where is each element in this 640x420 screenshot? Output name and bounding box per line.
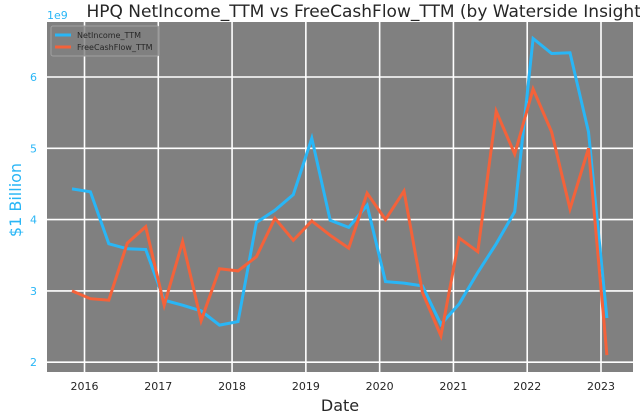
y-axis-ticks: 2 3 4 5 6 [30, 71, 37, 369]
y-tick-label: 2 [30, 356, 37, 369]
x-axis-ticks: 2016 2017 2018 2019 2020 2021 2022 2023 [71, 380, 616, 393]
x-tick-label: 2022 [513, 380, 541, 393]
y-offset-label: 1e9 [47, 9, 68, 22]
x-tick-label: 2020 [366, 380, 394, 393]
y-axis-label: $1 Billion [6, 163, 25, 237]
legend-label: FreeCashFlow_TTM [77, 43, 153, 52]
legend-label: NetIncome_TTM [77, 31, 141, 40]
x-tick-label: 2017 [144, 380, 172, 393]
x-tick-label: 2021 [439, 380, 467, 393]
legend: NetIncome_TTM FreeCashFlow_TTM [50, 25, 160, 57]
y-tick-label: 5 [30, 142, 37, 155]
y-tick-label: 4 [30, 214, 37, 227]
plot-area [47, 22, 633, 372]
y-tick-label: 6 [30, 71, 37, 84]
legend-box [50, 25, 160, 57]
series-line-freecashflow-ttm [71, 84, 609, 356]
x-tick-label: 2016 [71, 380, 99, 393]
x-tick-label: 2023 [587, 380, 615, 393]
chart-title: HPQ NetIncome_TTM vs FreeCashFlow_TTM (b… [86, 2, 640, 22]
grid-lines [47, 22, 633, 372]
series-lines [71, 35, 609, 356]
x-tick-label: 2018 [218, 380, 246, 393]
x-tick-label: 2019 [292, 380, 320, 393]
y-tick-label: 3 [30, 285, 37, 298]
x-axis-label: Date [321, 396, 359, 415]
